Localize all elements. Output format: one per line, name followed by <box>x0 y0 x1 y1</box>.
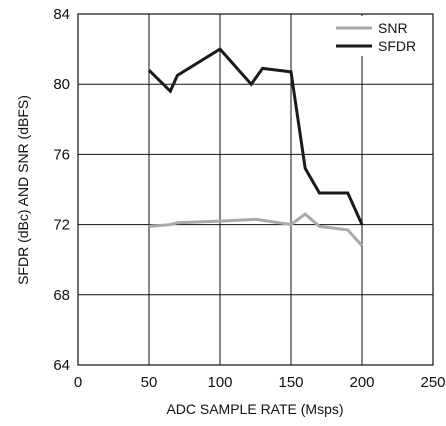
y-tick-label: 84 <box>53 6 70 23</box>
grid-lines <box>78 14 433 365</box>
y-tick-label: 64 <box>53 357 70 374</box>
x-tick-labels: 0 50 100 150 200 250 <box>74 374 446 391</box>
legend-background <box>332 16 431 56</box>
y-tick-label: 72 <box>53 217 70 234</box>
series-line-snr <box>148 212 364 247</box>
legend-label-sfdr: SFDR <box>378 38 416 54</box>
x-tick-label: 100 <box>207 374 232 391</box>
x-tick-label: 200 <box>349 374 374 391</box>
x-axis-title: ADC SAMPLE RATE (Msps) <box>166 401 343 417</box>
x-tick-label: 0 <box>74 374 82 391</box>
series-lines <box>147 47 364 247</box>
x-tick-label: 250 <box>420 374 445 391</box>
y-tick-labels: 64 68 72 76 80 84 <box>53 6 70 374</box>
x-tick-label: 150 <box>278 374 303 391</box>
x-tick-label: 50 <box>141 374 158 391</box>
y-tick-label: 80 <box>53 76 70 93</box>
legend-label-snr: SNR <box>378 20 408 36</box>
legend: SNR SFDR <box>332 16 431 56</box>
plot-frame <box>77 13 434 366</box>
y-tick-label: 68 <box>53 287 70 304</box>
series-line-sfdr <box>147 47 364 226</box>
y-axis-title: SFDR (dBc) AND SNR (dBFS) <box>15 95 31 285</box>
y-tick-label: 76 <box>53 146 70 163</box>
